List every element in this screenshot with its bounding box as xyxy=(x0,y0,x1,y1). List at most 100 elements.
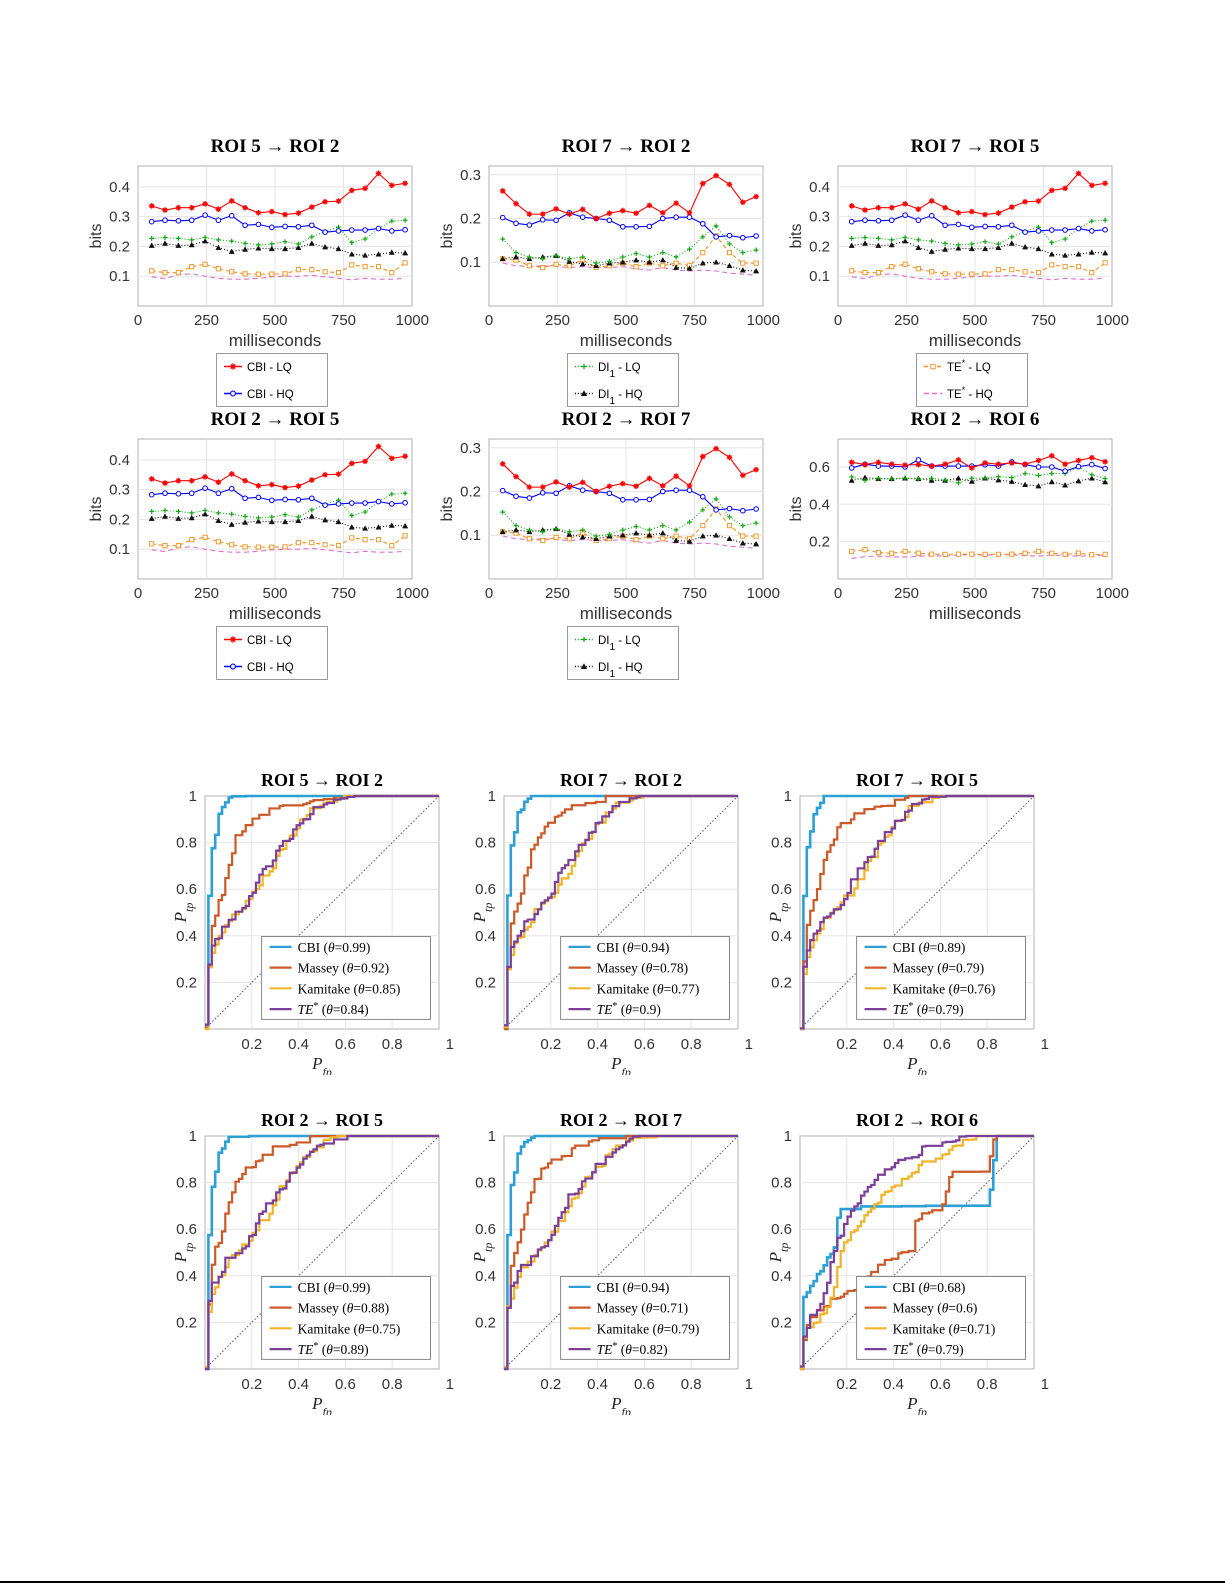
svg-text:0.8: 0.8 xyxy=(977,1376,998,1393)
svg-text:0.8: 0.8 xyxy=(681,1036,702,1053)
svg-text:0.4: 0.4 xyxy=(475,928,496,945)
svg-text:0.8: 0.8 xyxy=(771,1175,792,1192)
svg-text:0.4: 0.4 xyxy=(288,1036,309,1053)
svg-text:750: 750 xyxy=(331,585,356,602)
svg-text:0: 0 xyxy=(485,585,493,602)
svg-text:milliseconds: milliseconds xyxy=(929,604,1022,623)
svg-text:0.8: 0.8 xyxy=(382,1376,403,1393)
svg-text:0.4: 0.4 xyxy=(109,452,130,469)
svg-text:0.2: 0.2 xyxy=(460,484,481,501)
svg-text:TE* (θ=0.79): TE* (θ=0.79) xyxy=(893,1341,964,1358)
svg-text:0.2: 0.2 xyxy=(809,534,830,551)
svg-text:0: 0 xyxy=(834,585,842,602)
svg-text:0.4: 0.4 xyxy=(771,928,792,945)
svg-text:250: 250 xyxy=(545,312,570,329)
svg-text:0.3: 0.3 xyxy=(460,167,481,184)
svg-text:1: 1 xyxy=(745,1376,753,1393)
svg-text:0.2: 0.2 xyxy=(460,211,481,228)
svg-text:1: 1 xyxy=(189,788,197,805)
svg-text:CBI - HQ: CBI - HQ xyxy=(247,662,294,674)
svg-text:0.8: 0.8 xyxy=(382,1036,403,1053)
svg-text:0.3: 0.3 xyxy=(109,482,130,499)
svg-text:1: 1 xyxy=(1041,1376,1049,1393)
svg-text:0.6: 0.6 xyxy=(176,881,197,898)
svg-text:CBI - HQ: CBI - HQ xyxy=(247,389,294,401)
svg-text:0.4: 0.4 xyxy=(109,179,130,196)
svg-text:TE* (θ=0.89): TE* (θ=0.89) xyxy=(298,1341,369,1358)
svg-text:0.2: 0.2 xyxy=(836,1376,857,1393)
svg-text:bits: bits xyxy=(439,224,456,249)
svg-text:1: 1 xyxy=(1041,1036,1049,1053)
svg-text:bits: bits xyxy=(788,497,805,522)
svg-text:bits: bits xyxy=(439,497,456,522)
svg-text:0.8: 0.8 xyxy=(176,835,197,852)
svg-text:TE* (θ=0.9): TE* (θ=0.9) xyxy=(597,1001,661,1018)
svg-text:Massey (θ=0.92): Massey (θ=0.92) xyxy=(298,961,390,976)
svg-text:0.2: 0.2 xyxy=(176,974,197,991)
svg-text:0.2: 0.2 xyxy=(540,1036,561,1053)
svg-text:0.8: 0.8 xyxy=(771,835,792,852)
svg-text:250: 250 xyxy=(194,585,219,602)
svg-text:0.1: 0.1 xyxy=(109,268,130,285)
svg-text:1: 1 xyxy=(745,1036,753,1053)
svg-text:Massey (θ=0.78): Massey (θ=0.78) xyxy=(597,961,689,976)
svg-text:1: 1 xyxy=(446,1376,454,1393)
svg-text:0.2: 0.2 xyxy=(109,511,130,528)
svg-text:ROI 2 → ROI 7: ROI 2 → ROI 7 xyxy=(560,1110,682,1130)
svg-text:1000: 1000 xyxy=(1096,585,1129,602)
svg-text:1000: 1000 xyxy=(747,585,780,602)
svg-text:0.2: 0.2 xyxy=(836,1036,857,1053)
svg-text:milliseconds: milliseconds xyxy=(929,331,1022,350)
svg-text:0.8: 0.8 xyxy=(475,1175,496,1192)
svg-text:0.6: 0.6 xyxy=(475,1221,496,1238)
svg-text:ROI 5 → ROI 2: ROI 5 → ROI 2 xyxy=(211,136,340,157)
svg-text:CBI - LQ: CBI - LQ xyxy=(247,362,292,374)
svg-text:TE* (θ=0.84): TE* (θ=0.84) xyxy=(298,1001,369,1018)
svg-text:0.4: 0.4 xyxy=(883,1036,904,1053)
svg-text:Kamitake (θ=0.85): Kamitake (θ=0.85) xyxy=(298,981,401,996)
svg-text:500: 500 xyxy=(262,585,287,602)
svg-text:0.2: 0.2 xyxy=(241,1036,262,1053)
svg-text:0.2: 0.2 xyxy=(475,1314,496,1331)
svg-text:0: 0 xyxy=(134,312,142,329)
svg-text:0.8: 0.8 xyxy=(977,1036,998,1053)
svg-text:500: 500 xyxy=(613,312,638,329)
svg-text:0.6: 0.6 xyxy=(176,1221,197,1238)
svg-text:0.2: 0.2 xyxy=(475,974,496,991)
svg-text:0.1: 0.1 xyxy=(109,541,130,558)
svg-text:0.4: 0.4 xyxy=(809,496,830,513)
svg-text:0.8: 0.8 xyxy=(681,1376,702,1393)
svg-text:CBI (θ=0.99): CBI (θ=0.99) xyxy=(298,1280,371,1295)
svg-text:0.4: 0.4 xyxy=(587,1036,608,1053)
svg-text:0.6: 0.6 xyxy=(475,881,496,898)
svg-text:0.6: 0.6 xyxy=(335,1036,356,1053)
svg-text:milliseconds: milliseconds xyxy=(580,331,673,350)
svg-text:1: 1 xyxy=(488,1128,496,1145)
svg-text:0.4: 0.4 xyxy=(475,1268,496,1285)
svg-text:0.4: 0.4 xyxy=(288,1376,309,1393)
svg-text:1000: 1000 xyxy=(1096,312,1129,329)
svg-text:milliseconds: milliseconds xyxy=(580,604,673,623)
svg-text:0.2: 0.2 xyxy=(771,1314,792,1331)
svg-text:750: 750 xyxy=(331,312,356,329)
svg-text:milliseconds: milliseconds xyxy=(229,331,322,350)
svg-text:1000: 1000 xyxy=(396,312,429,329)
svg-text:CBI - LQ: CBI - LQ xyxy=(247,635,292,647)
svg-text:0.4: 0.4 xyxy=(176,928,197,945)
svg-text:1000: 1000 xyxy=(747,312,780,329)
svg-text:milliseconds: milliseconds xyxy=(229,604,322,623)
svg-text:1: 1 xyxy=(488,788,496,805)
svg-text:0: 0 xyxy=(485,312,493,329)
svg-text:0.1: 0.1 xyxy=(809,268,830,285)
svg-text:0.6: 0.6 xyxy=(634,1376,655,1393)
svg-text:500: 500 xyxy=(962,585,987,602)
svg-text:0.3: 0.3 xyxy=(460,440,481,457)
svg-text:0.4: 0.4 xyxy=(771,1268,792,1285)
svg-text:0.4: 0.4 xyxy=(587,1376,608,1393)
svg-text:ROI 7 → ROI 2: ROI 7 → ROI 2 xyxy=(562,136,691,157)
svg-text:ROI 7 → ROI 5: ROI 7 → ROI 5 xyxy=(911,136,1040,157)
svg-text:ROI 7 → ROI 2: ROI 7 → ROI 2 xyxy=(560,770,682,790)
svg-text:Massey (θ=0.88): Massey (θ=0.88) xyxy=(298,1301,390,1316)
svg-text:0.2: 0.2 xyxy=(540,1376,561,1393)
svg-text:0.4: 0.4 xyxy=(883,1376,904,1393)
